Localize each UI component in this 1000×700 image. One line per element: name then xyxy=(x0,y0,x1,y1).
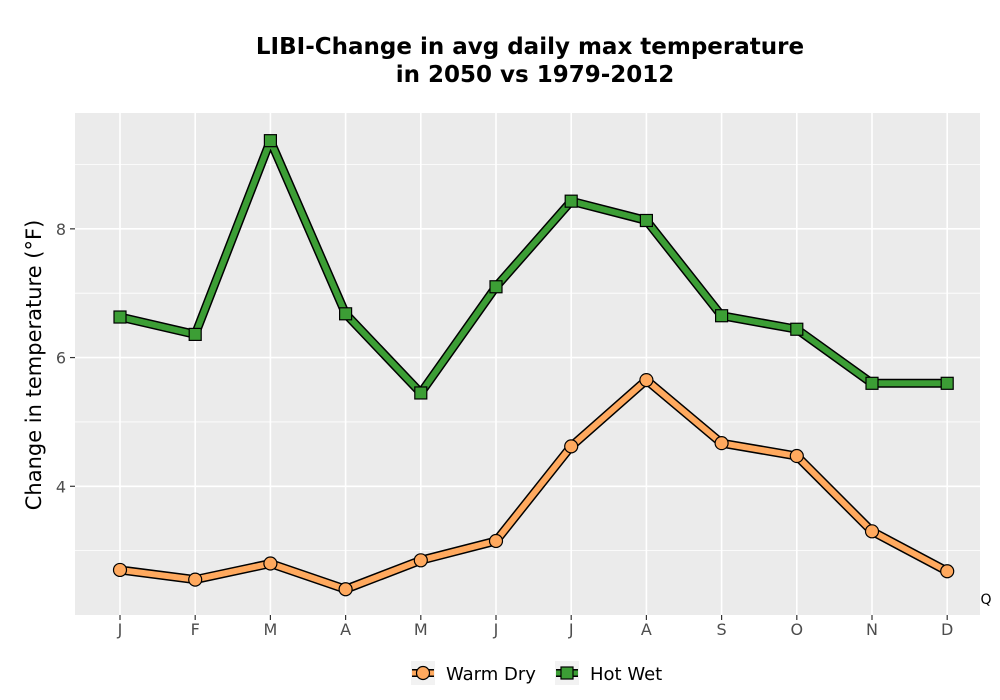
x-tick-label: J xyxy=(117,620,123,639)
x-tick-label: A xyxy=(340,620,351,639)
y-tick-label: 6 xyxy=(56,349,66,368)
series-line xyxy=(117,377,951,593)
legend-label: Warm Dry xyxy=(446,664,536,685)
data-point xyxy=(564,439,579,454)
legend-key-marker xyxy=(415,665,431,681)
data-point xyxy=(414,386,428,400)
data-point xyxy=(714,309,729,323)
legend-key-marker xyxy=(560,666,574,680)
data-point xyxy=(789,448,804,464)
data-point xyxy=(338,582,353,597)
y-tick-label: 8 xyxy=(56,220,66,239)
x-tick-label: N xyxy=(866,620,878,639)
minor-gridlines xyxy=(75,164,980,552)
y-axis: 4 6 8 xyxy=(56,220,75,496)
x-tick-label: D xyxy=(941,620,953,639)
data-point xyxy=(188,327,202,341)
series-layer xyxy=(112,134,955,597)
plot-panel xyxy=(75,113,980,615)
chart-title-line-1: LIBI-Change in avg daily max temperature xyxy=(256,34,804,60)
series-line xyxy=(117,137,951,396)
data-point xyxy=(714,436,729,451)
data-point xyxy=(940,564,955,579)
data-point xyxy=(864,524,880,539)
x-tick-label: F xyxy=(191,620,200,639)
data-point xyxy=(488,533,504,549)
data-point xyxy=(940,376,954,390)
corner-note: Q xyxy=(980,592,991,608)
data-point xyxy=(113,310,127,324)
y-tick-label: 4 xyxy=(56,477,66,496)
data-point xyxy=(413,553,428,568)
data-point xyxy=(564,194,578,208)
x-tick-label: M xyxy=(263,620,277,639)
data-point xyxy=(339,307,353,321)
data-point xyxy=(790,322,804,336)
data-point xyxy=(639,372,654,388)
data-point xyxy=(112,562,128,578)
x-tick-label: J xyxy=(568,620,574,639)
data-point xyxy=(865,376,879,390)
x-tick-label: S xyxy=(717,620,727,639)
x-tick-label: J xyxy=(493,620,499,639)
legend: Warm Dry Hot Wet xyxy=(411,661,662,685)
y-axis-label: Change in temperature (°F) xyxy=(22,220,46,511)
x-tick-label: A xyxy=(641,620,652,639)
x-tick-label: M xyxy=(414,620,428,639)
legend-label: Hot Wet xyxy=(590,664,662,685)
data-point xyxy=(263,556,278,571)
chart-title-line-2: in 2050 vs 1979-2012 xyxy=(396,62,675,88)
data-point xyxy=(263,134,277,148)
data-point xyxy=(489,280,503,294)
data-point xyxy=(188,572,203,587)
x-tick-label: O xyxy=(791,620,804,639)
data-point xyxy=(639,213,654,228)
major-gridlines xyxy=(75,113,980,615)
